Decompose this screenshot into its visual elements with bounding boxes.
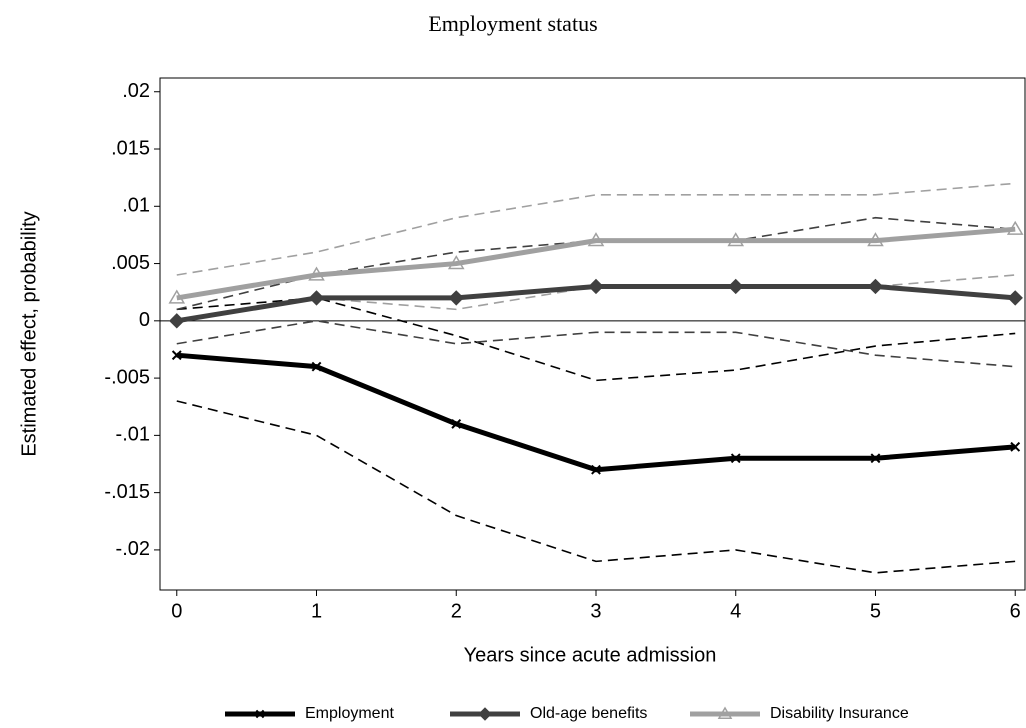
- x-axis-label: Years since acute admission: [464, 644, 717, 666]
- y-tick-label: 0: [139, 309, 150, 331]
- legend-item: Employment: [225, 705, 394, 722]
- legend-label: Employment: [305, 705, 394, 722]
- y-tick-label: -.005: [104, 366, 150, 388]
- marker: [308, 266, 325, 281]
- marker: [870, 453, 881, 464]
- marker: [728, 278, 744, 295]
- legend-marker: [478, 707, 492, 721]
- marker: [867, 278, 884, 295]
- marker: [311, 361, 322, 372]
- marker: [447, 255, 465, 270]
- x-tick-label: 0: [171, 600, 182, 622]
- legend-item: Disability Insurance: [690, 705, 909, 722]
- marker: [171, 350, 182, 361]
- y-axis-label: Estimated effect, probability: [18, 211, 40, 456]
- ci-line: [176, 216, 1016, 311]
- marker: [1010, 441, 1021, 452]
- legend-item: Old-age benefits: [450, 705, 647, 722]
- x-tick-label: 4: [730, 600, 741, 622]
- ci-line: [176, 297, 1016, 382]
- marker: [867, 232, 884, 247]
- series-line: [176, 226, 1016, 301]
- y-tick-label: .005: [111, 252, 150, 274]
- x-tick-label: 1: [311, 600, 322, 622]
- x-tick-label: 2: [451, 600, 462, 622]
- legend-label: Disability Insurance: [770, 705, 909, 722]
- y-tick-label: .02: [122, 80, 150, 102]
- y-tick-label: -.015: [104, 481, 150, 503]
- marker: [308, 290, 325, 306]
- x-tick-label: 3: [590, 600, 601, 622]
- ci-line: [176, 182, 1016, 276]
- marker: [169, 313, 185, 329]
- marker: [448, 290, 464, 306]
- x-tick-label: 5: [870, 600, 881, 622]
- marker: [168, 289, 186, 304]
- plot-frame: [159, 77, 1026, 591]
- chart-title: Employment status: [428, 11, 597, 36]
- marker: [1007, 290, 1023, 306]
- y-tick-label: -.02: [116, 538, 150, 560]
- marker: [1006, 220, 1024, 235]
- marker: [588, 278, 604, 295]
- y-tick-label: .01: [122, 195, 150, 217]
- ci-line: [176, 320, 1016, 368]
- marker: [451, 419, 462, 429]
- marker: [730, 453, 741, 464]
- marker: [591, 464, 601, 475]
- legend-marker: [717, 706, 733, 719]
- x-tick-label: 6: [1010, 600, 1021, 622]
- y-tick-label: .015: [111, 137, 150, 159]
- ci-line: [176, 400, 1016, 574]
- marker: [587, 232, 605, 247]
- marker: [727, 232, 745, 247]
- legend-label: Old-age benefits: [530, 705, 647, 722]
- series-line: [176, 352, 1016, 473]
- y-tick-label: -.01: [116, 424, 150, 446]
- legend-marker: [255, 709, 265, 719]
